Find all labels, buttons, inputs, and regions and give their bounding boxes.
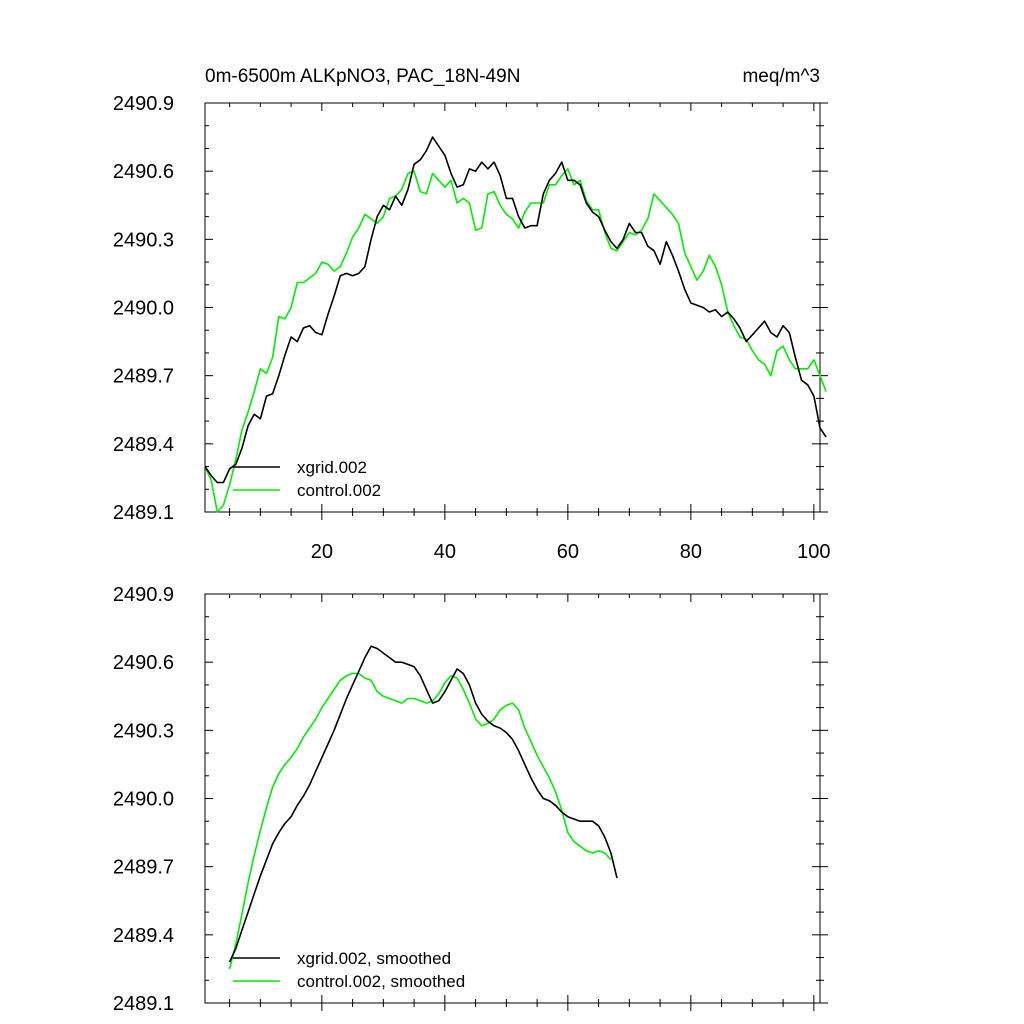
top-xtick-label: 100 <box>797 541 830 563</box>
bottom-ytick-label: 2489.7 <box>113 857 174 879</box>
top-xtick-label: 60 <box>557 541 579 563</box>
bottom-ytick-label: 2490.0 <box>113 789 174 811</box>
top-xtick-label: 80 <box>680 541 702 563</box>
bottom-ytick-label: 2489.1 <box>113 993 174 1015</box>
bottom-ytick-label: 2490.9 <box>113 584 174 606</box>
top-plot-frame <box>204 102 821 513</box>
bottom-ytick-label: 2490.3 <box>113 720 174 742</box>
bottom-ytick-label: 2490.6 <box>113 652 174 674</box>
top-series-line-0 <box>204 136 827 484</box>
top-legend-label: xgrid.002 <box>297 458 367 477</box>
top-xtick-label: 20 <box>311 541 333 563</box>
top-ytick-label: 2489.1 <box>113 502 174 524</box>
top-units: meq/m^3 <box>742 66 820 87</box>
top-title: 0m-6500m ALKpNO3, PAC_18N-49N <box>205 66 520 87</box>
bottom-ytick-label: 2489.4 <box>113 925 174 947</box>
bottom-legend-label: control.002, smoothed <box>297 972 465 991</box>
bottom-plot-frame <box>204 593 821 1004</box>
top-ytick-label: 2490.9 <box>113 93 174 115</box>
top-panel: 0m-6500m ALKpNO3, PAC_18N-49N meq/m^3 24… <box>113 66 831 563</box>
bottom-legend-label: xgrid.002, smoothed <box>297 949 451 968</box>
top-ytick-label: 2489.7 <box>113 366 174 388</box>
top-xtick-label: 40 <box>434 541 456 563</box>
top-series-line-1 <box>204 168 827 513</box>
top-legend-label: control.002 <box>297 481 381 500</box>
top-ytick-label: 2490.0 <box>113 298 174 320</box>
bottom-panel: 2489.1 2489.4 2489.7 2490.0 2490.3 2490.6 2490… <box>113 584 828 1015</box>
top-ytick-label: 2489.4 <box>113 434 174 456</box>
top-ytick-label: 2490.3 <box>113 229 174 251</box>
bottom-series-line-1 <box>228 672 612 970</box>
bottom-series-line-0 <box>228 645 618 963</box>
top-ytick-label: 2490.6 <box>113 161 174 183</box>
